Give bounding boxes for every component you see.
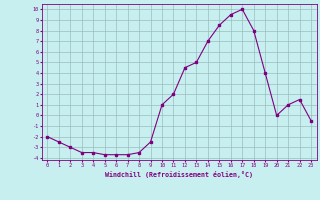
- X-axis label: Windchill (Refroidissement éolien,°C): Windchill (Refroidissement éolien,°C): [105, 171, 253, 178]
